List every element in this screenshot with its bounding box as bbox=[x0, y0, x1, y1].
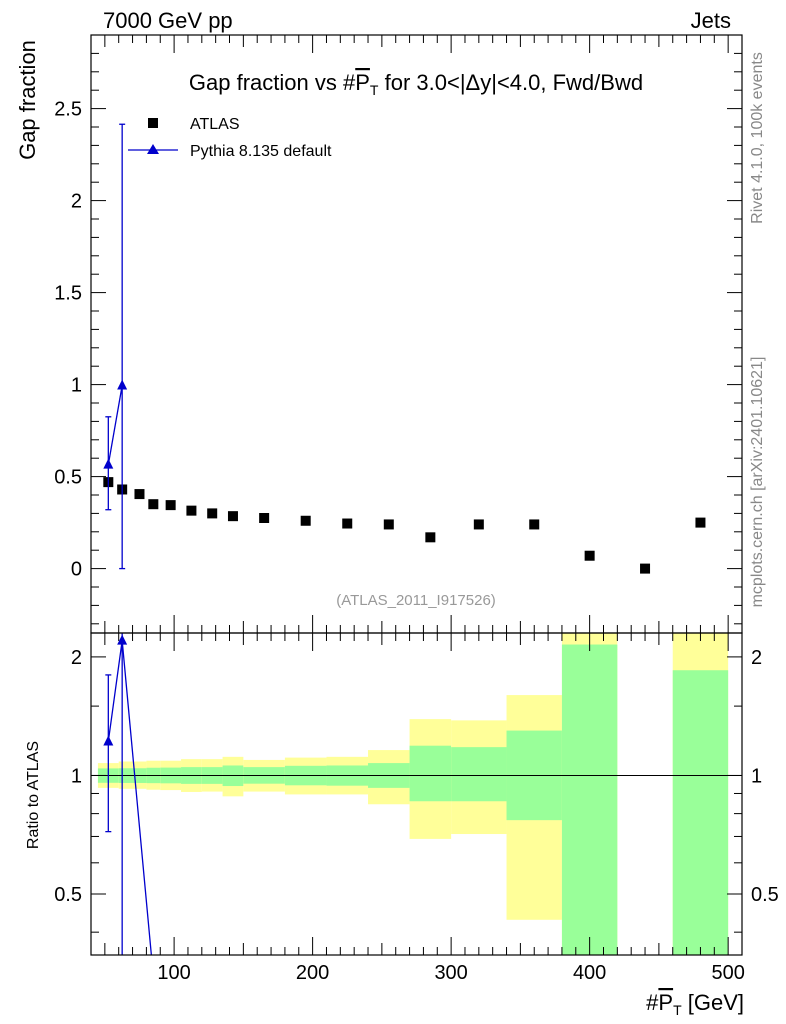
ratio-bands bbox=[97, 633, 729, 955]
ratio-ytick-label-right: 2 bbox=[751, 647, 762, 669]
main-frame bbox=[90, 34, 743, 634]
ratio-ytick-label: 2 bbox=[71, 647, 82, 669]
band-green-15 bbox=[561, 644, 618, 955]
atlas-point bbox=[259, 513, 270, 523]
legend-pythia-label: Pythia 8.135 default bbox=[190, 143, 332, 160]
ratio-xtick-label: 500 bbox=[711, 962, 744, 984]
legend-atlas-label: ATLAS bbox=[190, 116, 240, 133]
ratio-ytick-label-right: 1 bbox=[751, 765, 762, 787]
ratio-frame bbox=[90, 632, 743, 956]
ratio-xtick-label: 300 bbox=[434, 962, 467, 984]
ratio-pythia-point bbox=[117, 634, 128, 645]
xlabel-sub: T bbox=[673, 1002, 682, 1018]
ratio-xtick-label: 200 bbox=[296, 962, 329, 984]
title-suffix: for 3.0<|Δy|<4.0, Fwd/Bwd bbox=[378, 70, 643, 95]
main-ytick-label: 2 bbox=[71, 191, 82, 213]
main-data-marks bbox=[103, 123, 706, 574]
ratio-xtick-label: 400 bbox=[573, 962, 606, 984]
ratio-y-label: Ratio to ATLAS bbox=[25, 741, 42, 849]
atlas-point bbox=[300, 515, 311, 526]
main-ytick-label: 1 bbox=[71, 375, 82, 397]
mcplots-label: mcplots.cern.ch [arXiv:2401.10621] bbox=[749, 357, 766, 608]
atlas-point bbox=[186, 505, 197, 516]
xlabel-prefix: # bbox=[646, 990, 659, 1015]
ratio-pythia-line bbox=[107, 640, 153, 955]
ratio-ticks: 100 200 300 400 500 0.5 0.5 1 1 2 2 bbox=[54, 633, 779, 984]
atlas-point bbox=[640, 563, 651, 574]
band-green-12 bbox=[409, 745, 452, 802]
x-axis-label: #PT [GeV] bbox=[646, 990, 744, 1018]
atlas-point bbox=[342, 518, 353, 529]
pythia-point bbox=[103, 458, 114, 469]
title-prefix: Gap fraction vs # bbox=[189, 70, 356, 95]
ratio-pythia-point bbox=[103, 735, 114, 746]
atlas-point bbox=[473, 519, 484, 530]
main-ytick-label: 0 bbox=[71, 559, 82, 581]
rivet-label: Rivet 4.1.0, 100k events bbox=[749, 52, 766, 224]
xlabel-suffix: [GeV] bbox=[682, 990, 744, 1015]
main-y-ticks: 0 0.5 1 1.5 2 2.5 bbox=[54, 35, 743, 633]
pythia-line bbox=[107, 385, 123, 465]
atlas-point bbox=[134, 489, 145, 500]
atlas-point bbox=[165, 500, 176, 511]
band-green-13 bbox=[451, 747, 507, 802]
atlas-point bbox=[383, 519, 394, 530]
ratio-ytick-label-right: 0.5 bbox=[751, 884, 779, 906]
xlabel-overline: P bbox=[658, 990, 673, 1015]
ratio-pythia-group bbox=[103, 633, 153, 955]
ratio-ytick-label: 1 bbox=[71, 765, 82, 787]
energy-label: 7000 GeV pp bbox=[103, 8, 233, 33]
ratio-ytick-label: 0.5 bbox=[54, 884, 82, 906]
band-green-16 bbox=[672, 670, 729, 955]
atlas-point bbox=[207, 508, 218, 519]
main-ytick-label: 1.5 bbox=[54, 283, 82, 305]
main-ytick-label: 2.5 bbox=[54, 99, 82, 121]
atlas-point bbox=[584, 550, 595, 561]
ratio-data-marks bbox=[103, 633, 153, 955]
title-overline: P bbox=[355, 70, 370, 95]
atlas-point bbox=[695, 517, 706, 528]
ratio-xtick-label: 100 bbox=[157, 962, 190, 984]
legend-pythia-marker bbox=[147, 144, 159, 154]
pythia-point bbox=[117, 379, 128, 390]
legend-atlas-marker bbox=[148, 118, 158, 128]
atlas-point bbox=[529, 519, 540, 530]
category-label: Jets bbox=[691, 8, 731, 33]
main-y-label: Gap fraction bbox=[15, 40, 40, 160]
legend: ATLAS Pythia 8.135 default bbox=[128, 116, 332, 160]
title-sub: T bbox=[370, 82, 379, 98]
analysis-watermark: (ATLAS_2011_I917526) bbox=[336, 592, 496, 609]
atlas-point bbox=[148, 499, 159, 510]
main-title: Gap fraction vs #PT for 3.0<|Δy|<4.0, Fw… bbox=[189, 70, 643, 98]
atlas-point bbox=[425, 532, 436, 543]
main-ytick-label: 0.5 bbox=[54, 467, 82, 489]
atlas-point bbox=[227, 511, 238, 522]
